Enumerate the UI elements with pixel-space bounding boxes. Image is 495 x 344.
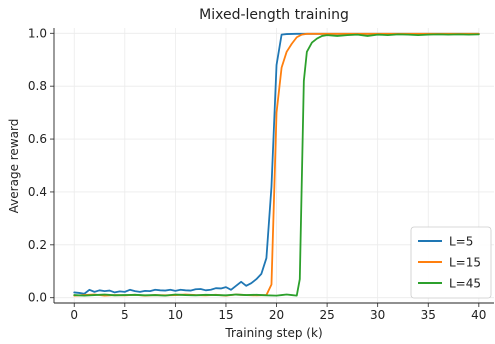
- x-axis-label: Training step (k): [224, 326, 322, 340]
- legend-label: L=15: [449, 256, 481, 270]
- x-tick-label: 0: [70, 308, 78, 322]
- x-tick-label: 15: [218, 308, 233, 322]
- series-lines: [73, 32, 480, 297]
- y-axis-ticks: 0.0 0.2 0.4 0.6 0.8 1.0: [28, 26, 54, 305]
- x-tick-label: 10: [168, 308, 183, 322]
- x-tick-label: 40: [471, 308, 486, 322]
- legend-label: L=5: [449, 235, 473, 249]
- y-axis-label: Average reward: [7, 119, 21, 214]
- chart-title: Mixed-length training: [199, 7, 349, 23]
- y-tick-label: 1.0: [28, 26, 47, 40]
- x-tick-label: 30: [370, 308, 385, 322]
- x-axis-ticks: 0 5 10 15 20 25 30 35 40: [70, 303, 486, 322]
- y-tick-label: 0.6: [28, 132, 47, 146]
- y-tick-label: 0.4: [28, 185, 47, 199]
- x-tick-label: 20: [269, 308, 284, 322]
- series-line-l-45: [73, 33, 480, 297]
- x-tick-label: 25: [319, 308, 334, 322]
- x-tick-label: 35: [421, 308, 436, 322]
- y-tick-label: 0.0: [28, 291, 47, 305]
- y-tick-label: 0.2: [28, 238, 47, 252]
- legend: L=5 L=15 L=45: [410, 226, 492, 299]
- y-tick-label: 0.8: [28, 79, 47, 93]
- legend-box: [410, 226, 492, 299]
- x-tick-label: 5: [121, 308, 129, 322]
- axes: [53, 28, 494, 304]
- legend-label: L=45: [449, 277, 481, 291]
